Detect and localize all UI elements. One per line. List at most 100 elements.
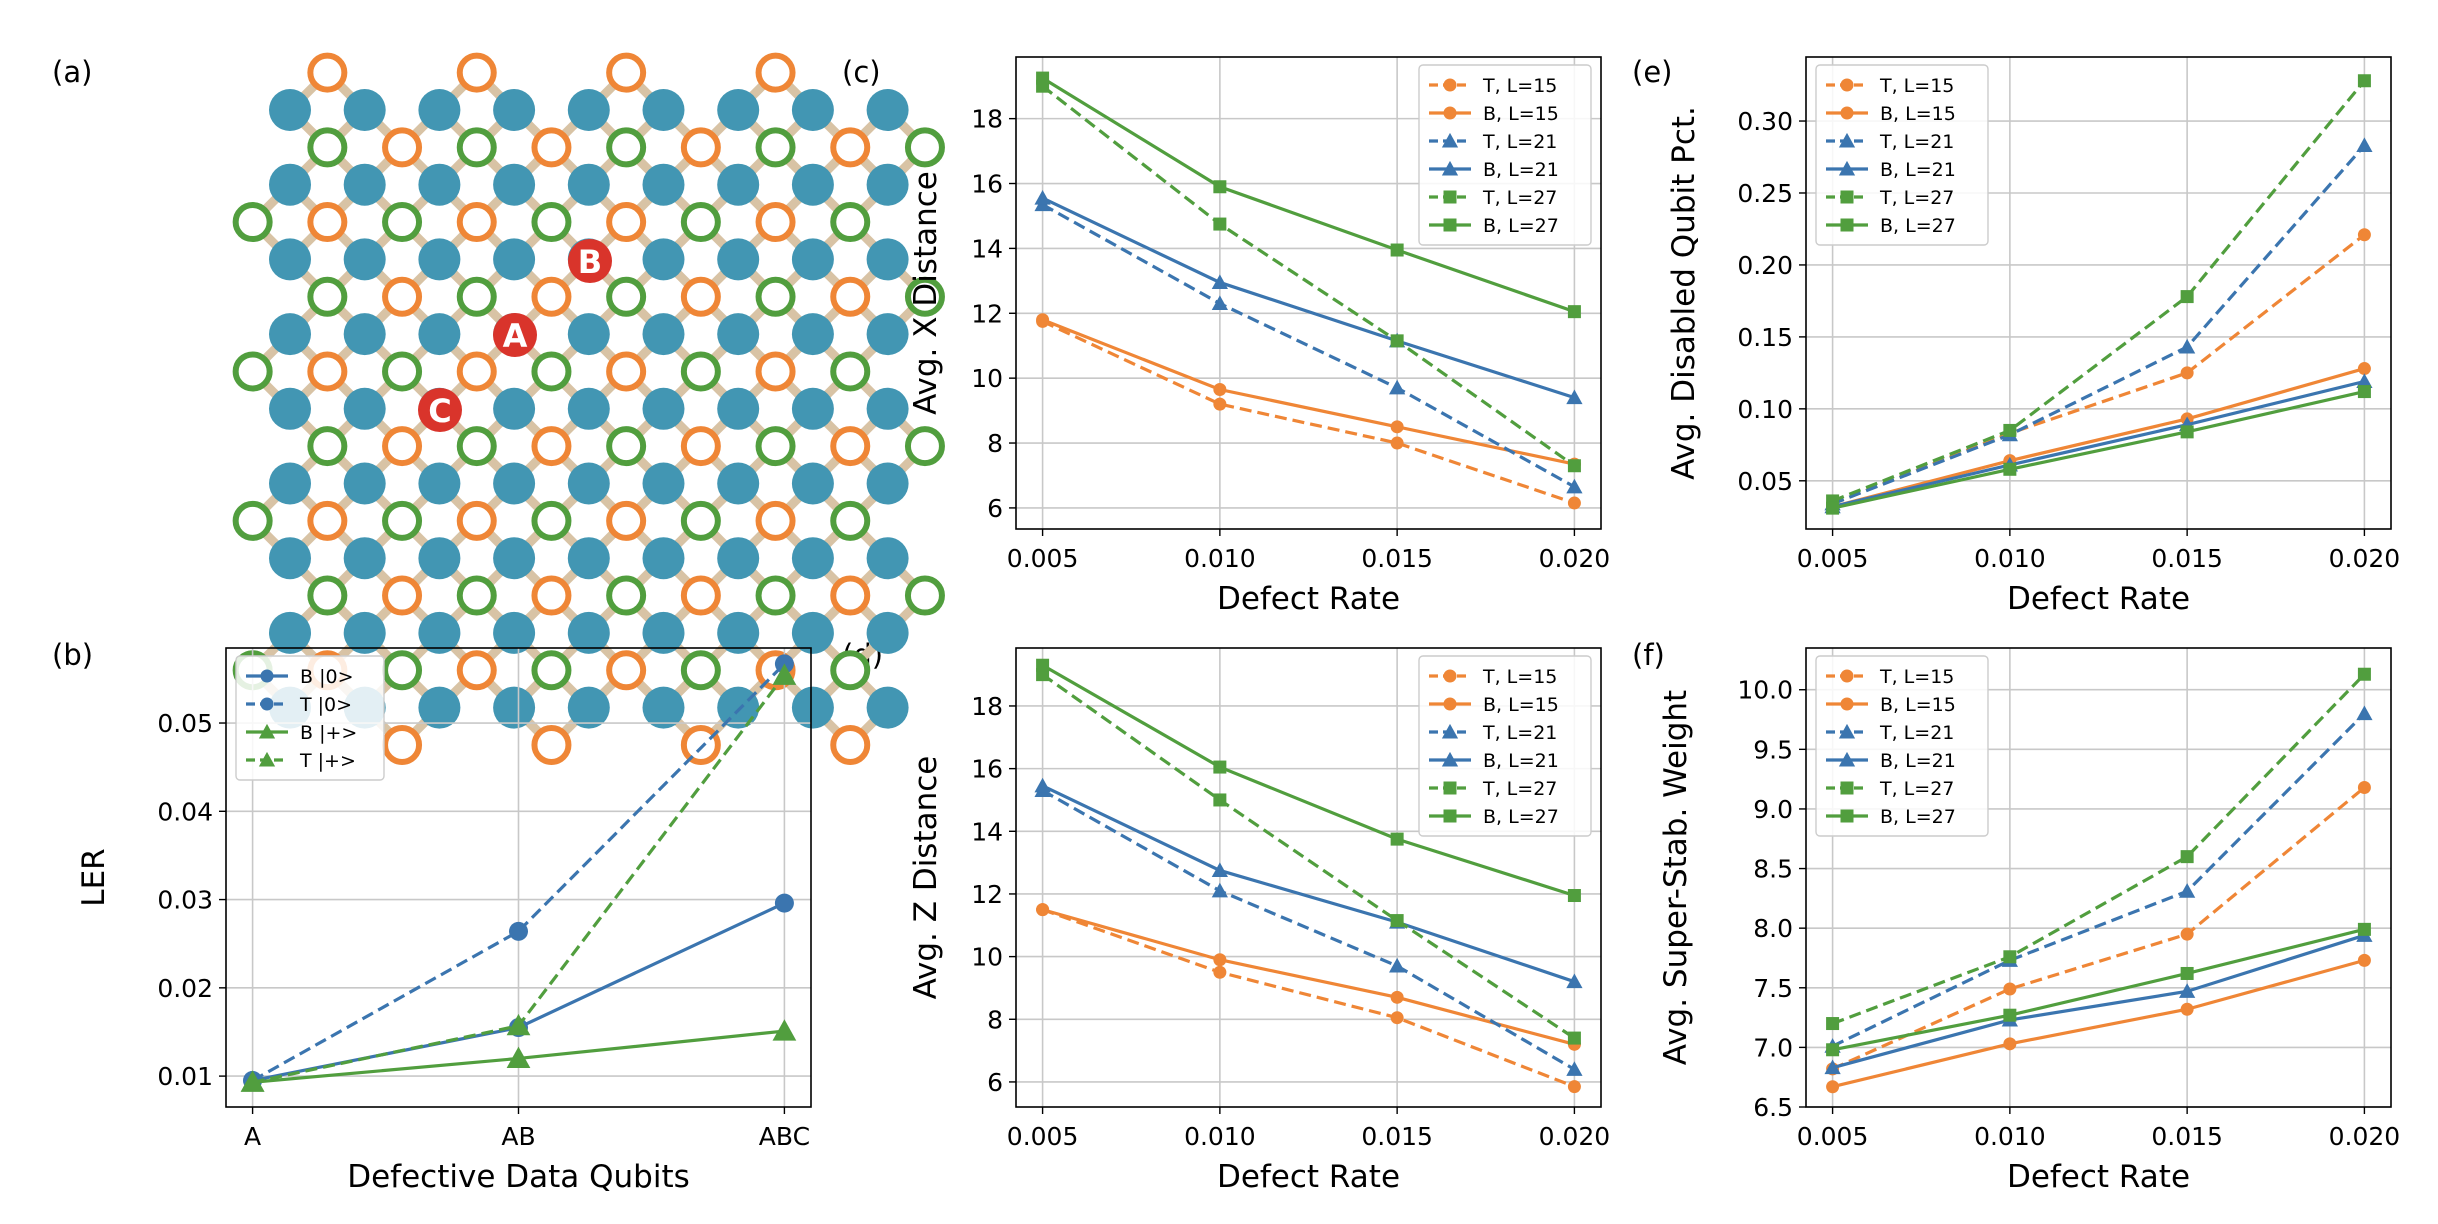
z-ancilla-qubit [904, 426, 945, 467]
y-tick-label: 7.5 [1753, 974, 1793, 1003]
legend-label: T, L=27 [1879, 778, 1954, 800]
data-qubit [418, 686, 461, 729]
x-axis-label: Defect Rate [2007, 1159, 2190, 1195]
series-line [1832, 673, 2366, 1026]
data-qubit [269, 238, 311, 281]
data-qubit [642, 611, 685, 654]
data-qubit [567, 537, 610, 580]
data-point-square [2357, 922, 2371, 936]
legend-label: B, L=21 [1880, 750, 1956, 772]
series-b-l-27 [1826, 385, 2371, 515]
y-axis-label: Avg. Super-Stab. Weight [1658, 690, 1694, 1065]
data-point-square [1840, 809, 1854, 823]
z-ancilla-qubit [232, 500, 273, 541]
legend-label: B, L=15 [1880, 694, 1956, 716]
data-qubit [866, 238, 909, 281]
grid-lines [1016, 57, 1601, 529]
z-ancilla-qubit [680, 202, 721, 243]
x-ancilla-qubit [307, 52, 348, 93]
data-qubit [343, 537, 386, 580]
series-line [1041, 203, 1576, 489]
data-point-square [2180, 290, 2194, 304]
series-t-l-21 [1034, 782, 1583, 1076]
data-point-square [2180, 966, 2194, 980]
z-ancilla-qubit [830, 202, 871, 243]
series-line [1832, 367, 2365, 509]
x-ancilla-qubit [606, 351, 647, 392]
y-axis-label: Avg. Z Distance [908, 756, 944, 1000]
data-point-square [1840, 781, 1854, 795]
series-line [1041, 196, 1575, 400]
z-ancilla-qubit [456, 276, 497, 317]
x-tick-label: 0.010 [1184, 1122, 1256, 1151]
data-qubit [642, 537, 685, 580]
data-qubit [866, 686, 909, 729]
data-point-square [1443, 190, 1457, 204]
data-qubit [791, 89, 834, 131]
legend-label: T, L=21 [1482, 131, 1557, 153]
data-qubit [717, 686, 760, 729]
x-tick-label: ABC [759, 1122, 810, 1151]
x-tick-label: 0.015 [1361, 1122, 1433, 1151]
defect-label-b: B [578, 243, 602, 281]
data-point-square [1390, 832, 1404, 846]
data-point-triangle [240, 1070, 265, 1092]
series-line [1831, 712, 2366, 1048]
data-qubit [791, 611, 834, 654]
data-point-circle [1840, 697, 1854, 711]
x-ancilla-qubit [382, 724, 423, 765]
series-line [1832, 390, 2365, 510]
z-ancilla-qubit [456, 426, 497, 467]
series-line [1041, 784, 1575, 984]
data-point-square [2003, 462, 2017, 476]
x-ancilla-qubit [307, 500, 348, 541]
data-point-square [2003, 423, 2017, 437]
data-qubit [791, 313, 834, 356]
legend-box [1815, 64, 1989, 246]
z-ancilla-qubit [531, 500, 572, 541]
x-ancilla-qubit [680, 426, 721, 467]
legend-box [235, 655, 385, 781]
data-point-square [1036, 658, 1050, 672]
x-axis-label: Defect Rate [2007, 581, 2190, 617]
x-ancilla-qubit [531, 575, 572, 616]
data-point-triangle [2356, 373, 2373, 388]
legend-label: T, L=27 [1482, 187, 1557, 209]
series-line [1042, 318, 1575, 466]
legend-label: B, L=15 [1880, 103, 1956, 125]
data-point-circle [1840, 78, 1854, 92]
z-ancilla-qubit [307, 127, 348, 168]
data-qubit [567, 163, 610, 206]
data-point-square [2180, 425, 2194, 439]
data-point-circle [2003, 982, 2017, 996]
y-tick-label: 8.0 [1753, 914, 1793, 943]
legend-label: B |+> [300, 722, 357, 744]
series-line [1041, 789, 1576, 1071]
data-point-square [1213, 760, 1227, 774]
data-point-circle [1840, 106, 1854, 120]
y-axis-label: LER [76, 848, 112, 906]
data-qubit [343, 611, 386, 654]
data-point-circle [1213, 953, 1227, 967]
data-qubit [269, 611, 311, 654]
legend-label: B, L=27 [1483, 215, 1559, 237]
panel-label-a: (a) [52, 55, 92, 89]
y-tick-label: 10 [971, 943, 1003, 972]
legend: T, L=15 B, L=15 T, L=21 B, L=21 T, L=27 B, L=… [1418, 64, 1592, 246]
data-point-circle [2003, 1037, 2017, 1051]
x-ancilla-qubit [606, 202, 647, 243]
data-point-triangle [1211, 882, 1228, 898]
z-ancilla-qubit [755, 276, 796, 317]
legend: T, L=15 B, L=15 T, L=21 B, L=21 T, L=27 B, L=… [1418, 655, 1592, 837]
data-qubit [642, 462, 685, 505]
data-point-triangle [772, 1019, 797, 1041]
data-point-triangle [258, 723, 276, 739]
y-tick-label: 0.20 [1737, 251, 1793, 280]
defect-label-a: A [503, 317, 528, 355]
data-point-square [1840, 218, 1854, 232]
data-qubit [343, 89, 386, 131]
x-ancilla-qubit [531, 724, 572, 765]
data-point-circle [1443, 697, 1457, 711]
data-point-square [1567, 889, 1581, 903]
data-point-circle [260, 697, 274, 711]
